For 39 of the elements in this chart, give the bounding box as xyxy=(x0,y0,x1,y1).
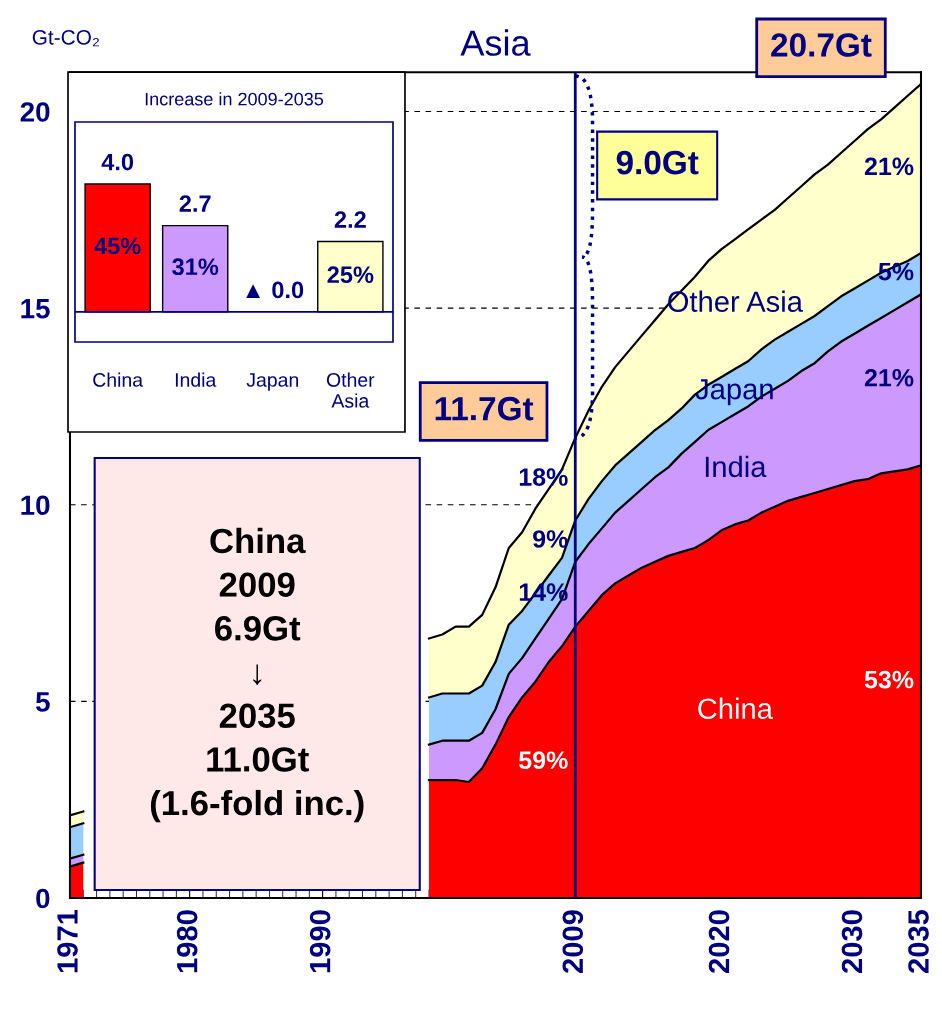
annotation: 9.0Gt xyxy=(616,150,699,175)
annotation: 45% xyxy=(94,237,141,255)
x-tick-label: Japan xyxy=(246,373,299,391)
x-tick-label: China xyxy=(93,372,144,387)
annotation: 11.7Gt xyxy=(435,396,534,421)
x-tick-label: 1990 xyxy=(309,910,331,973)
annotation: China 2009 6.9Gt ↓ 2035 11.0Gt (1.6-fold inc.) xyxy=(150,527,364,823)
y-tick-label: 20 xyxy=(20,102,50,122)
x-tick-label: 1971 xyxy=(57,909,78,973)
series-label: Other Asia xyxy=(668,290,803,313)
y-tick-label: 0 xyxy=(36,888,50,909)
x-tick-label: Other Asia xyxy=(326,372,375,408)
data-label: 4.0 xyxy=(101,153,134,171)
annotation: 5% xyxy=(878,262,914,281)
x-tick-label: 2009 xyxy=(562,910,584,973)
y-tick-label: 5 xyxy=(35,692,50,712)
x-tick-label: 2020 xyxy=(708,910,730,973)
x-tick-label: 2030 xyxy=(841,910,863,973)
data-label: ▲ 0.0 xyxy=(246,281,304,299)
series-label: China xyxy=(698,697,773,720)
x-tick-label: India xyxy=(175,372,217,387)
annotation: 59% xyxy=(519,751,568,770)
chart-title: Asia xyxy=(460,29,531,56)
y-tick-label: 10 xyxy=(21,495,50,516)
series-label: India xyxy=(705,455,767,478)
annotation: 25% xyxy=(327,266,374,284)
text: 20.7Gt xyxy=(771,33,872,57)
data-label: 2.7 xyxy=(179,195,211,212)
annotation: 21% xyxy=(864,157,914,176)
annotation: 53% xyxy=(864,670,914,689)
chart-title: Increase in 2009-2035 xyxy=(145,92,324,106)
annotation: 9% xyxy=(533,530,568,548)
data-label: 2.2 xyxy=(334,211,366,228)
y-axis-title: Gt-CO₂ xyxy=(32,29,99,47)
x-tick-label: 1980 xyxy=(176,910,198,973)
x-tick-label: 2035 xyxy=(908,909,929,973)
annotation: 21% xyxy=(864,368,914,387)
annotation: 31% xyxy=(172,258,219,276)
y-tick-label: 15 xyxy=(21,299,50,319)
